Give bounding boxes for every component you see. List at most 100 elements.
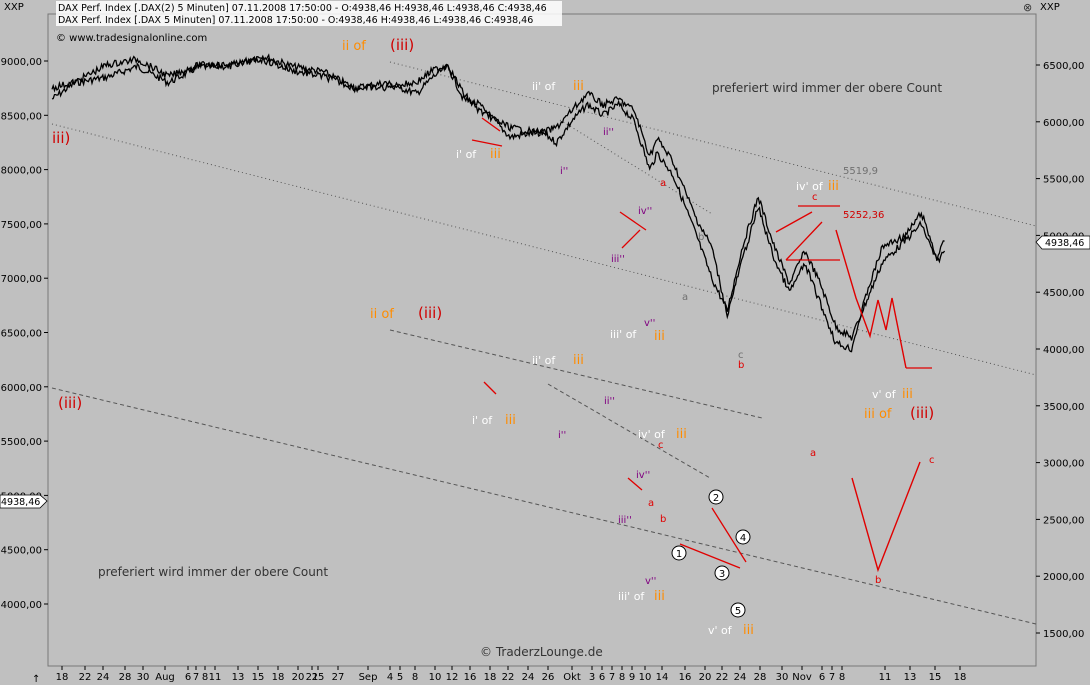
x-tick-label: 30	[776, 672, 789, 683]
x-tick-label: 15	[929, 672, 942, 683]
x-tick-label: 3	[589, 672, 595, 683]
legend-line-1: DAX Perf. Index [.DAX(2) 5 Minuten] 07.1…	[58, 3, 547, 14]
annotation-top: ii of	[342, 39, 366, 54]
left-tick-label: 9000,00	[1, 57, 42, 68]
trendline-bottom-fast	[547, 383, 711, 479]
trend-lines	[51, 61, 1037, 625]
right-tick-label: 4000,00	[1043, 345, 1084, 356]
x-tick-label: 7	[193, 672, 199, 683]
x-tick-label: 8	[202, 672, 208, 683]
annotation-top: iii)	[52, 129, 70, 147]
value-tag-right: 4938,46	[1035, 235, 1090, 250]
x-tick-label: 26	[542, 672, 555, 683]
value-tag-left-text: 4938,46	[1, 497, 40, 508]
x-tick-label: Okt	[563, 672, 581, 683]
right-axis-label: XXP	[1040, 2, 1060, 13]
left-tick-label: 6500,00	[1, 329, 42, 340]
annotation-bottom: preferiert wird immer der obere Count	[98, 565, 328, 579]
x-tick-label: 6	[599, 672, 605, 683]
level-5519: 5519,9	[843, 166, 878, 177]
projection-bottom	[851, 461, 921, 573]
x-tick-label: 16	[464, 672, 477, 683]
x-tick-label: 16	[679, 672, 692, 683]
wave-annotations: ii of (iii) iii) ii' of iii i' of iii ii'' i'' iv…	[52, 36, 942, 638]
x-tick-label: 9	[629, 672, 635, 683]
x-tick-label: 8	[839, 672, 845, 683]
annotation-top: (iii)	[390, 36, 414, 54]
annotation-top: v''	[644, 318, 655, 329]
x-tick-label: 18	[272, 672, 285, 683]
annotation-bottom: ii' of	[532, 354, 556, 367]
annotation-bottom: i' of	[472, 414, 493, 427]
annotation-top: b	[738, 360, 744, 371]
x-tick-label: 14	[656, 672, 669, 683]
red-markings	[471, 117, 932, 569]
annotation-top: preferiert wird immer der obere Count	[712, 81, 942, 95]
x-axis-arrow: ↑	[32, 674, 40, 685]
x-tick-label: 24	[734, 672, 747, 683]
wave-markers: 1 2 3 4 5	[671, 489, 751, 618]
x-tick-label: 4	[387, 672, 393, 683]
x-tick-label: 28	[119, 672, 132, 683]
red-mark-7	[785, 221, 823, 261]
annotation-bottom: (iii)	[58, 394, 82, 412]
annotation-top: iii	[654, 329, 665, 344]
x-tick-label: Aug	[155, 672, 175, 683]
annotation-top: iii''	[611, 254, 625, 265]
annotation-bottom: iii	[505, 413, 516, 428]
wave-2: 2	[713, 493, 719, 504]
annotation-bottom: iii''	[618, 515, 632, 526]
x-tick-label: 8	[412, 672, 418, 683]
x-tick-label: Nov	[792, 672, 812, 683]
wave-5: 5	[735, 606, 741, 617]
annotation-bottom: b	[875, 575, 881, 586]
x-tick-label: 22	[502, 672, 515, 683]
right-tick-label: 6500,00	[1043, 61, 1084, 72]
left-tick-label: 6000,00	[1, 383, 42, 394]
right-tick-label: 1500,00	[1043, 629, 1084, 640]
x-tick-label: 20	[699, 672, 712, 683]
x-tick-label: 12	[446, 672, 459, 683]
annotation-bottom: iii' of	[618, 590, 645, 603]
right-tick-label: 2500,00	[1043, 515, 1084, 526]
x-tick-label: 28	[754, 672, 767, 683]
red-mark-3	[621, 229, 641, 249]
annotation-top: iii of	[864, 407, 892, 422]
right-tick-label: 4500,00	[1043, 288, 1084, 299]
x-tick-label: 18	[484, 672, 497, 683]
value-tag-right-text: 4938,46	[1045, 238, 1084, 249]
red-mark-12	[679, 543, 741, 569]
x-tick-label: 18	[56, 672, 69, 683]
annotation-bottom: iv' of	[638, 428, 666, 441]
x-tick-label: 11	[209, 672, 222, 683]
x-tick-label: Sep	[359, 672, 378, 683]
right-tick-label: 5500,00	[1043, 175, 1084, 186]
x-tick-label: 24	[522, 672, 535, 683]
annotation-top: ii''	[603, 127, 614, 138]
annotation-bottom: v''	[645, 576, 656, 587]
projection-top	[835, 229, 907, 369]
annotation-bottom: iii	[743, 623, 754, 638]
annotation-bottom: a	[810, 448, 816, 459]
x-tick-label: 8	[619, 672, 625, 683]
x-tick-label: 10	[639, 672, 652, 683]
close-icon[interactable]: ⊗	[1023, 1, 1032, 14]
x-tick-label: 21	[306, 672, 319, 683]
footer-credit: © TraderzLounge.de	[480, 645, 603, 659]
left-tick-label: 5500,00	[1, 437, 42, 448]
annotation-bottom: a	[648, 498, 654, 509]
red-mark-10	[483, 381, 497, 395]
x-tick-label: 25	[312, 672, 325, 683]
left-tick-label: 7000,00	[1, 274, 42, 285]
annotation-bottom: iii	[573, 353, 584, 368]
wave-3: 3	[719, 569, 725, 580]
annotation-bottom: c	[658, 440, 664, 451]
x-tick-label: 24	[97, 672, 110, 683]
red-mark-11	[627, 477, 643, 491]
x-tick-label: 22	[79, 672, 92, 683]
annotation-top: iii	[828, 179, 839, 194]
left-tick-label: 4500,00	[1, 546, 42, 557]
legend-line-2: DAX Perf. Index [.DAX 5 Minuten] 07.11.2…	[58, 15, 533, 26]
